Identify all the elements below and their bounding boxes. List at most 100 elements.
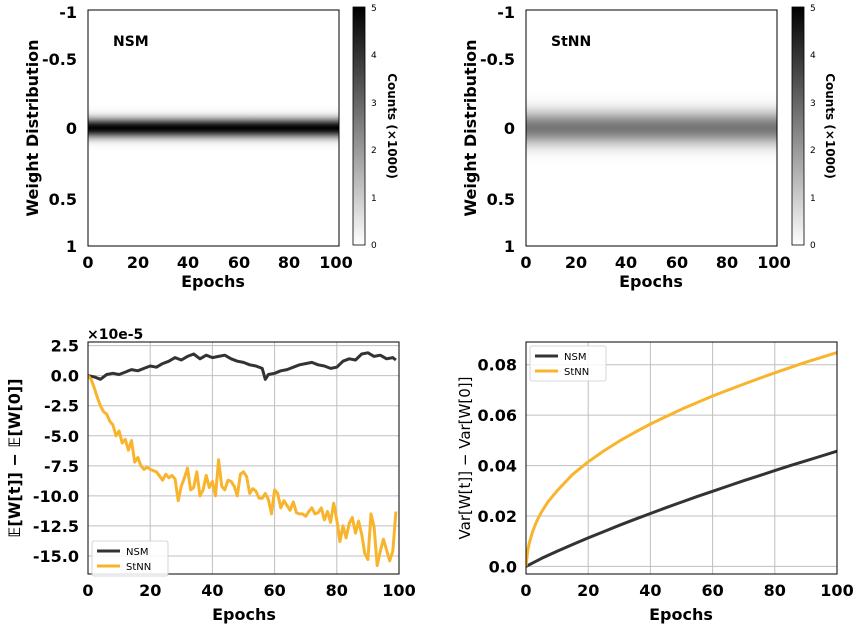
legend-label-stnn: StNN [564, 367, 589, 378]
mean-chart-xticks: 0 20 40 60 80 100 [82, 581, 415, 600]
colorbar-nsm-ticks: 0 1 2 3 4 5 [371, 4, 377, 251]
variance-chart-yticks: 0.0 0.02 0.04 0.06 0.08 [478, 356, 517, 577]
heatmap-nsm-panel: NSM -1 -0.5 0 0.5 1 0 20 40 60 80 100 Ep… [23, 3, 399, 291]
colorbar-nsm [352, 6, 366, 246]
colorbar-tick-label: 3 [371, 99, 377, 109]
x-tick-label: 100 [382, 581, 415, 600]
x-tick-label: 80 [716, 253, 738, 272]
x-tick-label: 100 [757, 253, 790, 272]
mean-chart-panel: 2.5 0.0 -2.5 -5.0 -7.5 -10.0 -12.5 -15.0 0 20 40 6… [5, 327, 416, 624]
y-tick-label: -1 [497, 3, 515, 22]
colorbar-nsm-label: Counts (×1000) [385, 73, 399, 179]
x-tick-label: 40 [201, 581, 223, 600]
colorbar-tick-label: 0 [371, 241, 377, 251]
colorbar-tick-label: 3 [810, 99, 816, 109]
variance-chart-xlabel: Epochs [649, 605, 713, 624]
x-tick-label: 20 [577, 581, 599, 600]
x-tick-label: 80 [764, 581, 786, 600]
y-tick-label: -0.5 [480, 50, 515, 69]
x-tick-label: 60 [666, 253, 688, 272]
heatmap-stnn-xlabel: Epochs [619, 272, 683, 291]
x-tick-label: 0 [82, 253, 93, 272]
mean-chart-scale-label: ×10e-5 [87, 327, 143, 343]
colorbar-tick-label: 4 [810, 51, 816, 61]
y-tick-label: -10.0 [33, 487, 79, 506]
x-tick-label: 80 [278, 253, 300, 272]
y-tick-label: 0.5 [49, 190, 77, 209]
x-tick-label: 20 [139, 581, 161, 600]
heatmap-stnn-yticks: -1 -0.5 0 0.5 1 [480, 3, 515, 256]
series-line-nsm [88, 351, 397, 381]
mean-chart-yticks: 2.5 0.0 -2.5 -5.0 -7.5 -10.0 -12.5 -15.0 [33, 337, 79, 566]
legend-label-nsm: NSM [126, 547, 148, 558]
heatmap-nsm-image [88, 10, 339, 246]
y-tick-label: -0.5 [42, 50, 77, 69]
x-tick-label: 40 [177, 253, 199, 272]
x-tick-label: 0 [520, 253, 531, 272]
x-tick-label: 20 [127, 253, 149, 272]
y-tick-label: -15.0 [33, 547, 79, 566]
y-tick-label: -1 [59, 3, 77, 22]
variance-chart-panel: 0.00.020.040.060.08 0 20 40 60 80 100 Epochs … [456, 341, 854, 624]
heatmap-nsm-xticks: 0 20 40 60 80 100 [82, 253, 352, 272]
y-tick-label: 1 [66, 237, 77, 256]
mean-chart-frame [87, 341, 400, 575]
y-tick-label: 0.0 [489, 557, 517, 576]
heatmap-stnn-frame [525, 9, 778, 247]
colorbar-tick-label: 2 [810, 146, 816, 156]
heatmap-nsm-label: NSM [113, 34, 149, 50]
y-tick-label: 0.04 [478, 457, 517, 476]
mean-chart-xlabel: Epochs [212, 605, 276, 624]
variance-chart-xticks: 0 20 40 60 80 100 [520, 581, 853, 600]
colorbar-tick-label: 4 [371, 51, 377, 61]
x-tick-label: 80 [326, 581, 348, 600]
y-tick-label: 0.0 [51, 367, 79, 386]
colorbar-stnn-label: Counts (×1000) [823, 73, 837, 179]
x-tick-label: 0 [520, 581, 531, 600]
y-tick-label: 1 [504, 237, 515, 256]
y-tick-label: -7.5 [44, 457, 79, 476]
y-tick-label: 0.06 [478, 406, 517, 425]
colorbar-tick-label: 2 [371, 146, 377, 156]
colorbar-tick-label: 5 [810, 4, 816, 14]
colorbar-stnn [791, 6, 805, 246]
heatmap-stnn-ylabel: Weight Distribution [461, 39, 480, 216]
y-tick-label: 2.5 [51, 337, 79, 356]
series-line-stnn [526, 351, 837, 567]
heatmap-stnn-label: StNN [551, 34, 591, 50]
mean-chart-ylabel: 𝔼[W[t]] − 𝔼[W[0]] [5, 378, 24, 537]
y-tick-label: 0.5 [487, 190, 515, 209]
x-tick-label: 40 [615, 253, 637, 272]
heatmap-nsm-frame [87, 9, 340, 247]
series-line-nsm [526, 449, 837, 568]
colorbar-tick-label: 5 [371, 4, 377, 14]
variance-chart-frame [525, 341, 838, 575]
x-tick-label: 0 [82, 581, 93, 600]
y-tick-label: -2.5 [44, 397, 79, 416]
heatmap-stnn-image [526, 10, 777, 246]
colorbar-stnn-ticks: 0 1 2 3 4 5 [810, 4, 816, 251]
x-tick-label: 60 [228, 253, 250, 272]
y-tick-label: -12.5 [33, 517, 79, 536]
heatmap-stnn-xticks: 0 20 40 60 80 100 [520, 253, 790, 272]
y-tick-label: 0.02 [478, 507, 517, 526]
x-tick-label: 20 [565, 253, 587, 272]
colorbar-tick-label: 0 [810, 241, 816, 251]
legend-label-nsm: NSM [564, 352, 586, 363]
variance-chart-legend: NSM StNN [529, 345, 607, 382]
x-tick-label: 100 [319, 253, 352, 272]
heatmap-nsm-ylabel: Weight Distribution [23, 39, 42, 216]
heatmap-stnn-panel: StNN -1 -0.5 0 0.5 1 0 20 40 60 80 100 E… [461, 3, 837, 291]
x-tick-label: 40 [639, 581, 661, 600]
variance-chart-ylabel: Var[W[t]] − Var[W[0]] [456, 377, 474, 540]
x-tick-label: 60 [701, 581, 723, 600]
colorbar-tick-label: 1 [371, 194, 377, 204]
x-tick-label: 100 [820, 581, 853, 600]
y-tick-label: -5.0 [44, 427, 79, 446]
legend-label-stnn: StNN [126, 562, 151, 573]
y-tick-label: 0 [66, 119, 77, 138]
y-tick-label: 0.08 [478, 356, 517, 375]
mean-chart-legend: NSM StNN [91, 540, 169, 577]
series-line-stnn [88, 374, 398, 568]
